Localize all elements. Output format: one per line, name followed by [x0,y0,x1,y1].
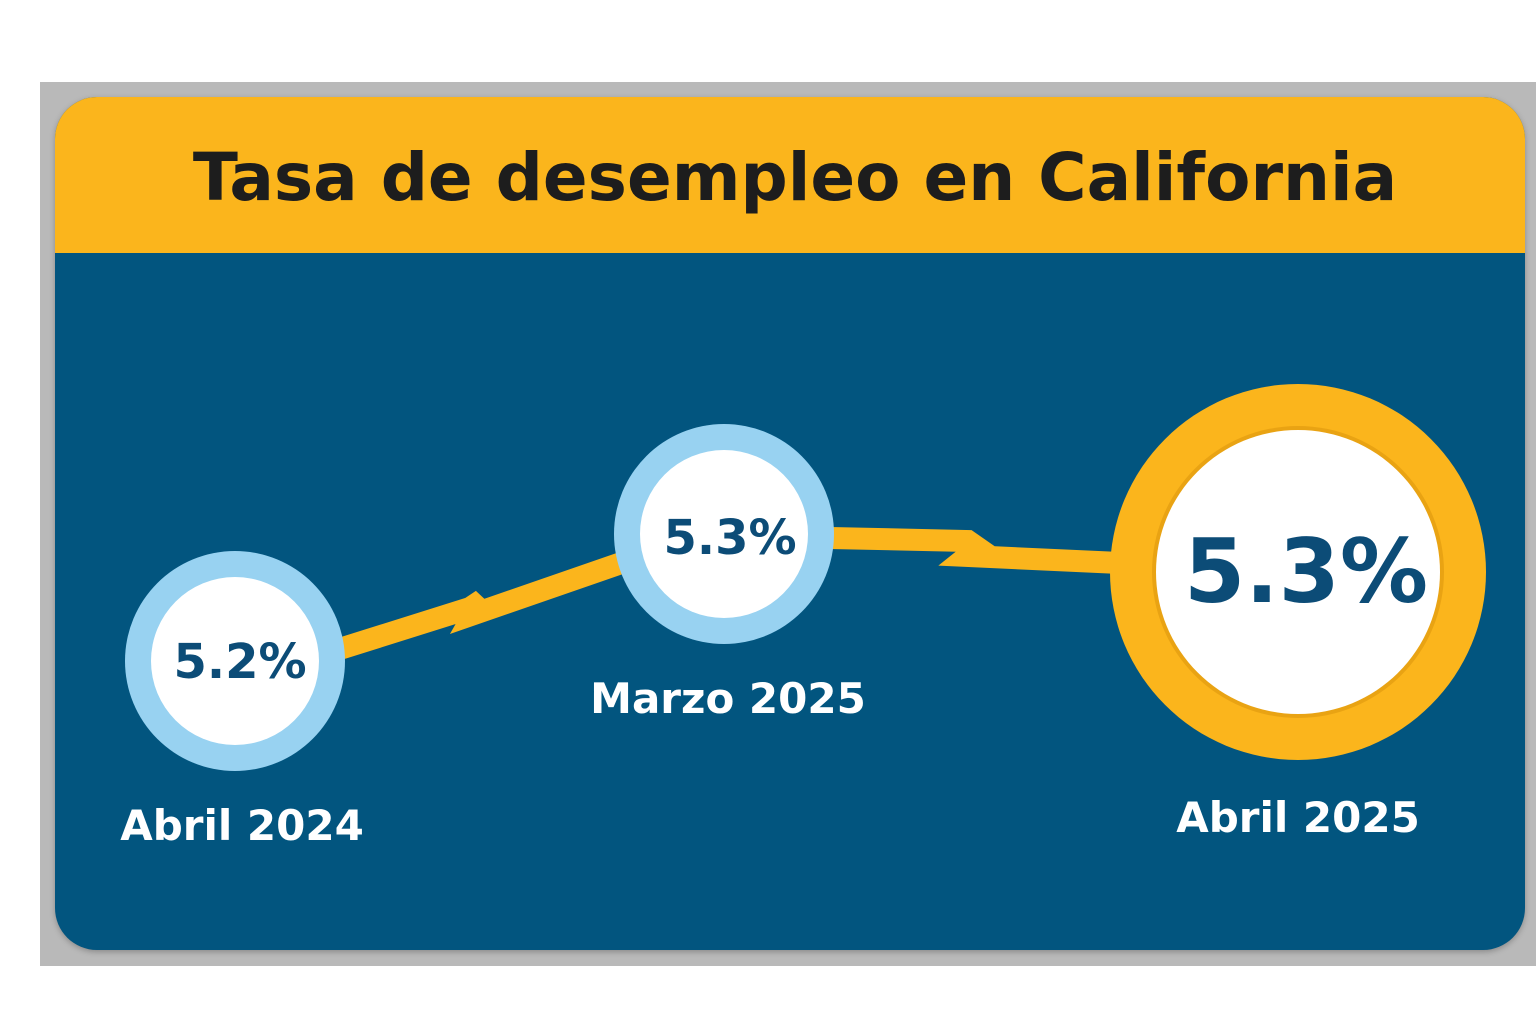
point-inner [151,577,319,745]
point-abril-2025: 5.3% Abril 2025 [1110,384,1486,842]
category-label-marzo-2025: Marzo 2025 [590,674,866,723]
connector-line-1 [326,549,634,663]
connectors [326,527,1121,663]
connector-line-2 [829,527,1121,574]
category-label-abril-2024: Abril 2024 [120,801,364,850]
point-abril-2024: 5.2% Abril 2024 [120,551,364,850]
point-inner [640,450,808,618]
title-banner: Tasa de desempleo en California [55,97,1525,253]
point-inner [1156,430,1440,714]
value-label-abril-2025: 5.3% [1184,520,1428,623]
value-label-marzo-2025: 5.3% [663,510,796,566]
category-label-abril-2025: Abril 2025 [1176,793,1420,842]
point-marzo-2025: 5.3% Marzo 2025 [590,424,866,723]
value-label-abril-2024: 5.2% [173,634,306,690]
chart-title: Tasa de desempleo en California [192,138,1398,216]
